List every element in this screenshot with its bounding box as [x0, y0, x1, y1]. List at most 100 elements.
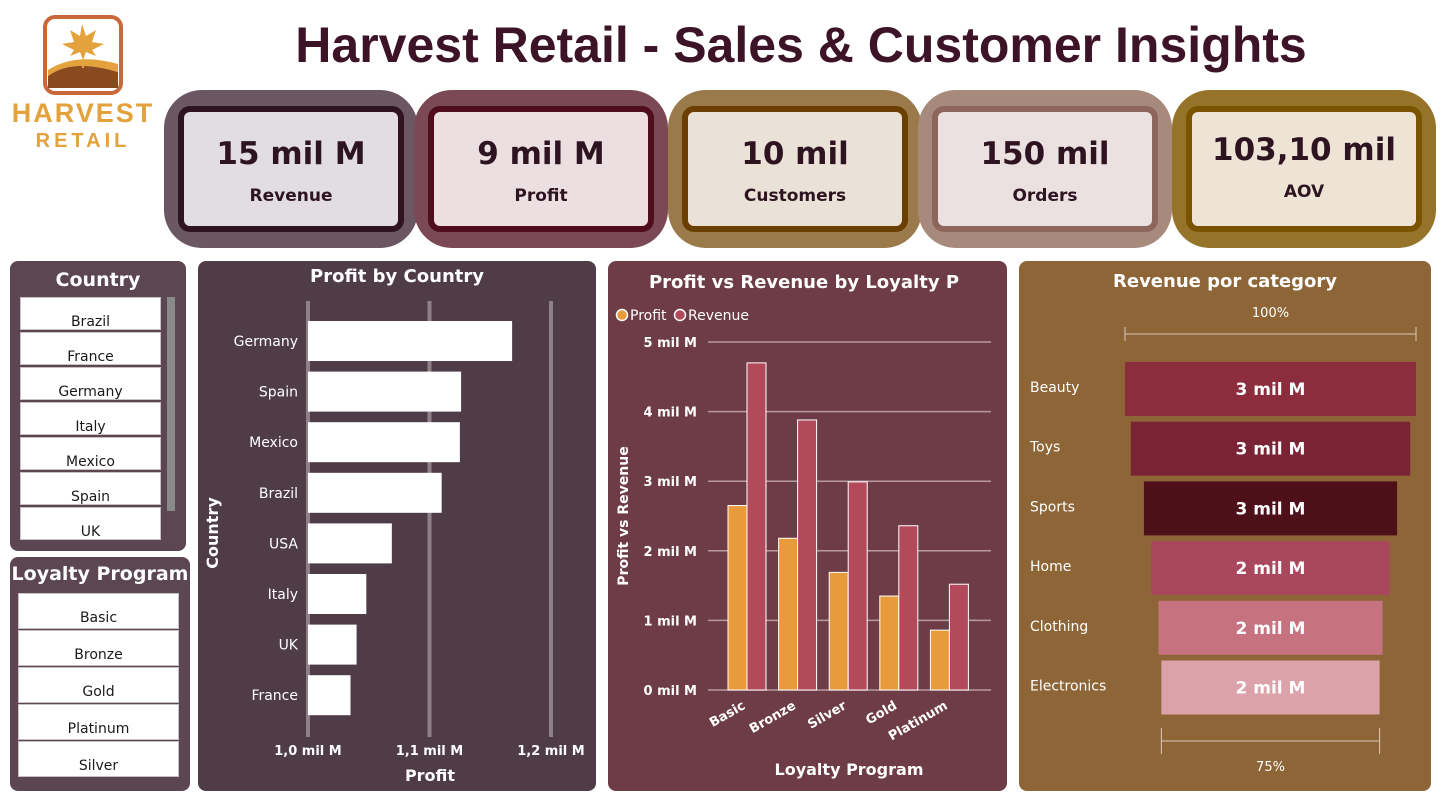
- bar: [308, 523, 392, 564]
- funnel-bar: [1143, 481, 1398, 536]
- funnel-bar: [1161, 660, 1380, 715]
- category-label: Sports: [1030, 499, 1075, 515]
- bar: [308, 675, 351, 716]
- slicer-item-basic[interactable]: Basic: [18, 593, 179, 629]
- slicer-item-uk[interactable]: UK: [20, 507, 161, 540]
- data-label: 3 mil M: [1236, 380, 1306, 400]
- country-slicer: Country Brazil France Germany Italy Mexi…: [10, 261, 186, 551]
- chart-title: Revenue por category: [1113, 271, 1337, 292]
- y-tick-label: France: [251, 688, 298, 704]
- y-tick-label: Brazil: [259, 486, 298, 502]
- bar: [308, 371, 462, 412]
- data-label: 3 mil M: [1236, 499, 1306, 519]
- slicer-item-platinum[interactable]: Platinum: [18, 704, 179, 740]
- slicer-item-italy[interactable]: Italy: [20, 402, 161, 435]
- page-title: Harvest Retail - Sales & Customer Insigh…: [295, 17, 1307, 73]
- slicer-item-france[interactable]: France: [20, 332, 161, 365]
- bar-revenue: [898, 525, 919, 691]
- bar-revenue: [948, 583, 969, 691]
- slicer-item-silver[interactable]: Silver: [18, 741, 179, 777]
- x-tick-label: 1,0 mil M: [274, 744, 341, 759]
- kpi-value: 15 mil M: [216, 136, 366, 172]
- legend-label: Profit: [630, 308, 667, 324]
- category-label: Toys: [1029, 440, 1060, 456]
- kpi-card-customers: 10 mil Customers: [668, 90, 922, 248]
- profit-by-country-svg: Profit by Country 1,0 mil M 1,1 mil M 1,2 m…: [203, 266, 585, 785]
- bar-revenue: [847, 481, 868, 691]
- chart-title: Profit by Country: [310, 266, 484, 287]
- profit-vs-revenue-svg: Profit vs Revenue by Loyalty P Profit Reve…: [615, 272, 991, 779]
- slicer-title: Loyalty Program: [11, 563, 189, 585]
- y-tick-label: Spain: [259, 385, 298, 401]
- y-tick-label: Mexico: [249, 435, 298, 451]
- slicer-item-brazil[interactable]: Brazil: [20, 297, 161, 330]
- y-tick-label: 5 mil M: [644, 336, 698, 351]
- logo-text-retail: RETAIL: [35, 130, 131, 152]
- x-axis-label: Profit: [405, 766, 455, 785]
- x-tick-label: Basic: [707, 698, 748, 730]
- funnel-bottom-label: 75%: [1256, 760, 1285, 775]
- bar-profit: [828, 571, 849, 691]
- kpi-label: AOV: [1283, 182, 1325, 202]
- kpi-value: 9 mil M: [477, 136, 605, 172]
- bar-profit: [879, 595, 900, 691]
- profit-vs-revenue-chart: Profit vs Revenue by Loyalty P Profit Reve…: [608, 261, 1007, 791]
- revenue-by-category-svg: Revenue por category 100% 3 mil M Beauty 3 m…: [1029, 271, 1417, 775]
- profit-by-country-chart: Profit by Country 1,0 mil M 1,1 mil M 1,2 m…: [198, 261, 596, 791]
- kpi-value: 103,10 mil: [1212, 132, 1396, 168]
- x-axis-label: Loyalty Program: [775, 760, 924, 779]
- kpi-card-orders: 150 mil Orders: [918, 90, 1172, 248]
- kpi-value: 150 mil: [980, 136, 1110, 172]
- data-label: 2 mil M: [1236, 559, 1306, 579]
- bar-profit: [929, 629, 950, 691]
- y-tick-label: UK: [279, 638, 299, 654]
- kpi-card-revenue: 15 mil M Revenue: [164, 90, 418, 248]
- x-tick-label: Silver: [805, 698, 849, 732]
- x-tick-label: 1,2 mil M: [517, 744, 584, 759]
- legend-marker: [673, 308, 687, 322]
- funnel-bar: [1125, 362, 1416, 416]
- slicer-item-mexico[interactable]: Mexico: [20, 437, 161, 470]
- kpi-value: 10 mil: [741, 136, 849, 172]
- category-label: Electronics: [1030, 679, 1106, 695]
- bar: [308, 422, 460, 463]
- loyalty-slicer: Loyalty Program Basic Bronze Gold Platin…: [10, 557, 190, 791]
- bar-profit: [778, 537, 799, 691]
- x-tick-label: Bronze: [747, 698, 799, 737]
- category-label: Home: [1030, 559, 1071, 575]
- harvest-logo: HARVEST RETAIL: [8, 14, 158, 154]
- leaf-logo-icon: [43, 15, 123, 95]
- category-label: Clothing: [1030, 619, 1088, 635]
- logo-text-harvest: HARVEST: [11, 98, 155, 128]
- x-tick-label: Gold: [863, 698, 899, 728]
- bar: [308, 574, 367, 614]
- funnel-bar: [1158, 600, 1383, 655]
- chart-title: Profit vs Revenue by Loyalty P: [649, 272, 959, 293]
- y-tick-label: Italy: [268, 587, 298, 603]
- slicer-item-spain[interactable]: Spain: [20, 472, 161, 505]
- funnel-bar: [1130, 421, 1411, 476]
- slicer-item-bronze[interactable]: Bronze: [18, 630, 179, 666]
- bar: [308, 472, 442, 513]
- kpi-label: Profit: [514, 186, 568, 206]
- funnel-top-label: 100%: [1252, 306, 1289, 321]
- data-label: 2 mil M: [1236, 679, 1306, 699]
- y-tick-label: Germany: [234, 334, 298, 350]
- y-axis-label: Profit vs Revenue: [616, 446, 632, 585]
- kpi-card-aov: 103,10 mil AOV: [1172, 90, 1436, 248]
- bar: [308, 321, 513, 361]
- y-tick-label: USA: [269, 536, 298, 552]
- legend-marker: [615, 308, 629, 322]
- data-label: 3 mil M: [1236, 440, 1306, 460]
- slicer-item-gold[interactable]: Gold: [18, 667, 179, 703]
- x-tick-label: 1,1 mil M: [396, 744, 463, 759]
- funnel-bar: [1151, 541, 1390, 596]
- bar-revenue: [746, 362, 767, 691]
- category-label: Beauty: [1030, 380, 1079, 396]
- slicer-scrollbar[interactable]: [167, 297, 175, 511]
- bar-profit: [727, 505, 748, 691]
- y-tick-label: 1 mil M: [644, 614, 698, 629]
- kpi-card-profit: 9 mil M Profit: [414, 90, 668, 248]
- revenue-by-category-chart: Revenue por category 100% 3 mil M Beauty 3 m…: [1019, 261, 1431, 791]
- slicer-item-germany[interactable]: Germany: [20, 367, 161, 400]
